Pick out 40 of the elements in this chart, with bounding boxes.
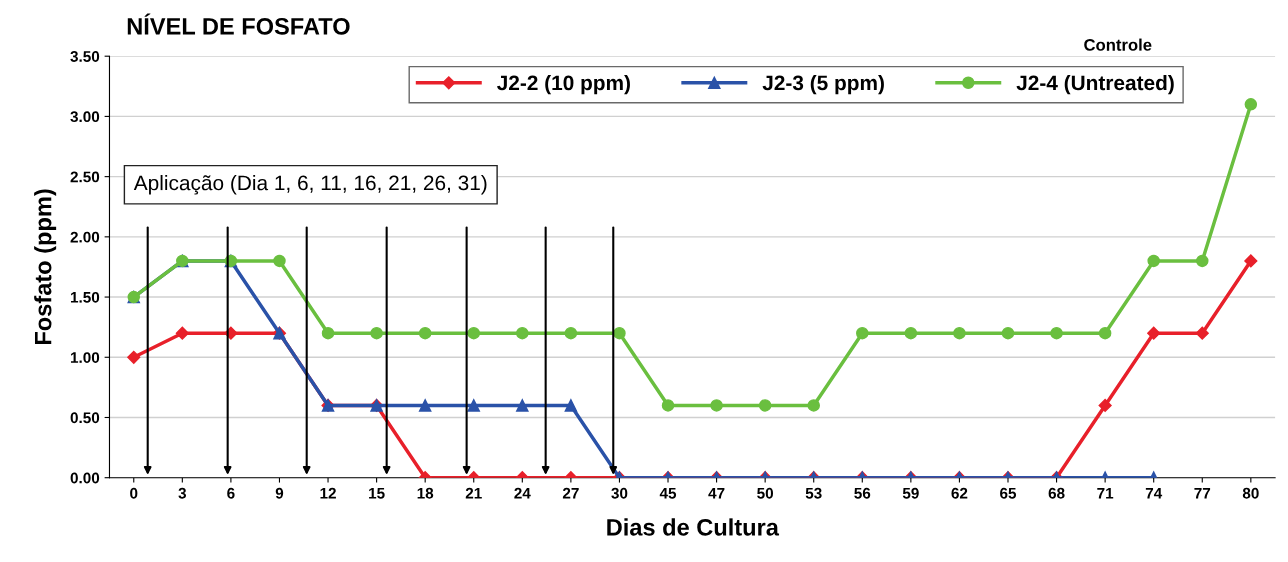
y-tick-label: 3.00 bbox=[70, 111, 100, 123]
x-tick-label: 77 bbox=[1194, 487, 1211, 499]
x-tick-label: 68 bbox=[1048, 487, 1065, 499]
x-tick-label: 3 bbox=[178, 487, 187, 499]
y-tick-label: 1.50 bbox=[70, 291, 100, 303]
x-tick-label: 47 bbox=[708, 487, 725, 499]
legend-label: J2-3 (5 ppm) bbox=[762, 74, 884, 95]
x-tick-label: 62 bbox=[951, 487, 968, 499]
y-tick-label: 2.00 bbox=[70, 231, 100, 243]
y-axis-title: Fosfato (ppm) bbox=[34, 189, 57, 345]
text: Controle bbox=[1084, 38, 1152, 51]
x-tick-label: 65 bbox=[1000, 487, 1017, 499]
x-tick-label: 30 bbox=[611, 487, 628, 499]
x-tick-label: 24 bbox=[514, 487, 531, 499]
x-tick-label: 74 bbox=[1145, 487, 1163, 499]
y-tick-label: 0.50 bbox=[70, 412, 100, 424]
y-tick-label: 2.50 bbox=[70, 171, 100, 183]
y-tick-label: 0.00 bbox=[70, 472, 100, 484]
x-tick-label: 71 bbox=[1097, 487, 1114, 499]
x-tick-label: 56 bbox=[854, 487, 871, 499]
x-axis-title: Dias de Cultura bbox=[607, 518, 780, 536]
legend-label: J2-2 (10 ppm) bbox=[497, 74, 630, 95]
x-tick-label: 21 bbox=[465, 487, 482, 499]
x-tick-label: 27 bbox=[562, 487, 579, 499]
x-tick-label: 18 bbox=[417, 487, 434, 499]
x-tick-label: 50 bbox=[757, 487, 774, 499]
x-tick-label: 9 bbox=[275, 487, 284, 499]
x-tick-label: 12 bbox=[320, 487, 336, 499]
x-tick-label: 6 bbox=[227, 487, 235, 499]
x-tick-label: 0 bbox=[130, 487, 138, 499]
x-tick-label: 45 bbox=[659, 487, 677, 499]
x-tick-label: 15 bbox=[369, 487, 385, 499]
annotation: Aplicação (Dia 1, 6, 11, 16, 21, 26, 31) bbox=[133, 175, 487, 195]
chart-title: NÍVEL DE FOSFATO bbox=[127, 13, 350, 35]
legend-label: J2-4 (Untreated) bbox=[1016, 74, 1174, 95]
x-tick-label: 59 bbox=[902, 487, 919, 499]
y-tick-label: 1.00 bbox=[70, 352, 100, 363]
x-tick-label: 53 bbox=[805, 487, 822, 499]
y-tick-label: 3.50 bbox=[70, 51, 100, 62]
x-tick-label: 80 bbox=[1242, 487, 1259, 499]
